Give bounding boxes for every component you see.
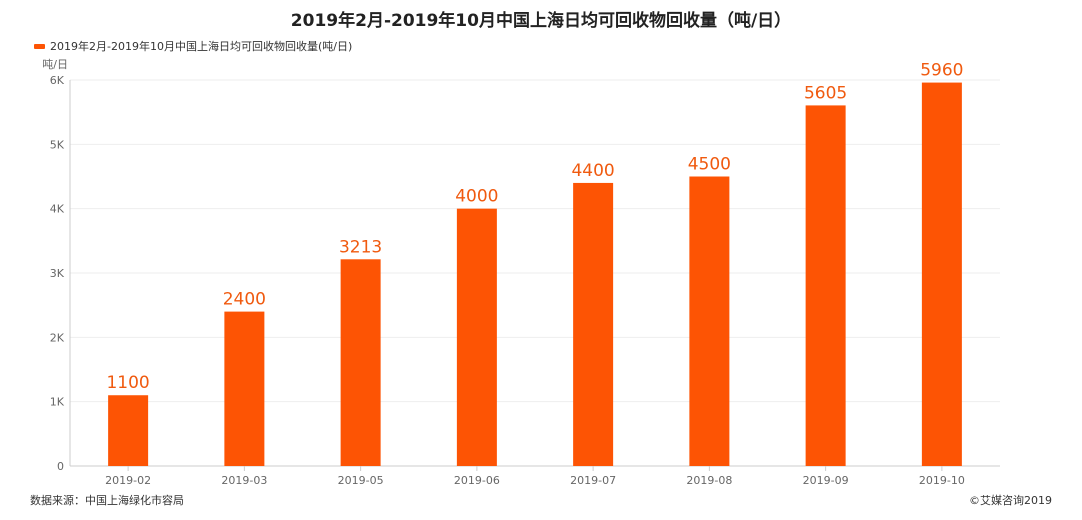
bar[interactable]: [224, 311, 265, 466]
y-tick-label: 3K: [50, 267, 65, 280]
data-label: 4500: [688, 155, 731, 175]
data-label: 5960: [920, 61, 963, 81]
data-label: 2400: [223, 290, 266, 310]
data-label: 3213: [339, 237, 382, 257]
y-tick-label: 5K: [50, 138, 65, 151]
x-tick-label: 2019-02: [105, 474, 151, 487]
x-tick-label: 2019-05: [338, 474, 384, 487]
copyright-note: ©艾媒咨询2019: [969, 494, 1052, 507]
bar[interactable]: [573, 182, 614, 466]
x-tick-label: 2019-06: [454, 474, 500, 487]
x-tick-label: 2019-10: [919, 474, 965, 487]
source-note: 数据来源：中国上海绿化市容局: [30, 494, 184, 507]
data-label: 4000: [455, 187, 498, 207]
x-tick-label: 2019-03: [221, 474, 267, 487]
bar[interactable]: [108, 395, 149, 466]
bar[interactable]: [921, 82, 962, 466]
x-tick-label: 2019-09: [803, 474, 849, 487]
y-tick-label: 2K: [50, 331, 65, 344]
bar[interactable]: [689, 176, 730, 467]
y-axis-unit: 吨/日: [42, 58, 68, 71]
y-tick-label: 4K: [50, 203, 65, 216]
x-tick-label: 2019-07: [570, 474, 616, 487]
y-tick-label: 6K: [50, 74, 65, 87]
legend[interactable]: 2019年2月-2019年10月中国上海日均可回收物回收量(吨/日): [34, 38, 352, 54]
data-label: 5605: [804, 83, 847, 103]
data-label: 4400: [571, 161, 614, 181]
x-tick-label: 2019-08: [686, 474, 732, 487]
y-tick-label: 1K: [50, 396, 65, 409]
y-tick-label: 0: [57, 460, 64, 473]
legend-label: 2019年2月-2019年10月中国上海日均可回收物回收量(吨/日): [50, 40, 353, 53]
data-label: 1100: [106, 373, 149, 393]
bar[interactable]: [456, 208, 497, 466]
bar[interactable]: [340, 259, 381, 466]
legend-swatch: [34, 43, 45, 49]
bar[interactable]: [805, 105, 846, 466]
chart-title: 2019年2月-2019年10月中国上海日均可回收物回收量（吨/日）: [290, 11, 792, 31]
